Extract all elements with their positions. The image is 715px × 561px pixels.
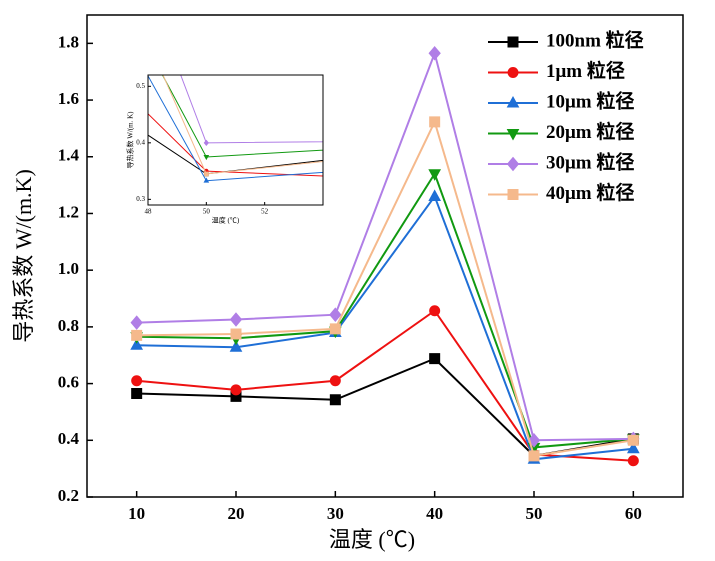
marker xyxy=(496,182,500,186)
marker xyxy=(507,36,519,48)
marker xyxy=(230,328,242,340)
marker xyxy=(528,450,540,462)
marker xyxy=(329,307,342,322)
series-line xyxy=(136,171,634,449)
inset-x-tick-label: 48 xyxy=(145,208,153,216)
y-tick-label: 1.4 xyxy=(58,146,80,165)
marker xyxy=(130,338,144,350)
marker xyxy=(507,189,519,200)
inset-x-tick-label: 52 xyxy=(261,208,269,216)
series-line xyxy=(148,113,323,177)
marker xyxy=(131,388,143,400)
y-tick-label: 0.8 xyxy=(58,316,79,335)
inset-background xyxy=(148,75,323,205)
marker xyxy=(428,46,441,61)
y-tick-label: 0.4 xyxy=(58,429,80,448)
marker xyxy=(428,169,442,181)
marker xyxy=(506,95,520,108)
marker xyxy=(496,138,500,142)
series-line xyxy=(148,75,323,182)
marker xyxy=(329,394,341,406)
y-tick-label: 0.2 xyxy=(58,486,79,505)
legend-label: 10μm 粒径 xyxy=(546,89,634,112)
series-line xyxy=(136,49,634,442)
marker xyxy=(496,139,500,143)
marker xyxy=(230,384,242,396)
x-tick-label: 30 xyxy=(327,504,344,523)
inset-y-tick-label: 0.5 xyxy=(136,82,145,90)
inset-frame xyxy=(147,74,324,206)
marker xyxy=(429,305,441,317)
inset-y-tick-label: 0.4 xyxy=(136,138,145,146)
marker xyxy=(203,177,210,183)
series-line xyxy=(136,194,634,461)
x-tick-label: 40 xyxy=(426,504,443,523)
y-axis-label: 导热系数 W/(m.K) xyxy=(11,169,36,343)
marker xyxy=(496,141,500,145)
inset-x-label: 温度 (℃) xyxy=(212,216,240,225)
inset-x-tick-label: 50 xyxy=(203,208,211,216)
inset-series xyxy=(148,75,500,186)
marker xyxy=(329,375,341,387)
legend-label: 30μm 粒径 xyxy=(546,150,634,173)
plot-frame xyxy=(86,14,684,498)
marker xyxy=(428,189,442,201)
marker xyxy=(229,312,243,327)
legend-label: 20μm 粒径 xyxy=(546,120,634,143)
legend-label: 40μm 粒径 xyxy=(546,181,634,204)
x-tick-label: 20 xyxy=(228,504,245,523)
marker xyxy=(626,441,640,454)
marker xyxy=(429,116,441,128)
marker xyxy=(203,139,209,146)
series-line xyxy=(136,119,634,458)
y-tick-label: 1.0 xyxy=(58,259,79,278)
marker xyxy=(203,155,210,161)
x-tick-label: 60 xyxy=(625,504,642,523)
x-axis-label: 温度 (℃) xyxy=(329,527,415,552)
marker xyxy=(329,323,341,335)
legend-label: 1μm 粒径 xyxy=(546,59,625,82)
marker xyxy=(627,434,639,446)
marker xyxy=(229,340,243,352)
marker xyxy=(429,353,441,365)
marker xyxy=(131,375,143,387)
series-line xyxy=(136,357,634,457)
marker xyxy=(506,129,520,141)
marker xyxy=(204,171,209,177)
series-line xyxy=(162,75,323,175)
marker xyxy=(130,315,143,330)
marker xyxy=(496,138,500,143)
marker xyxy=(627,455,639,467)
inset-y-label: 导热系数 W/(m. K) xyxy=(126,111,135,169)
marker xyxy=(507,67,519,78)
marker xyxy=(496,158,500,162)
legend-label: 100nm 粒径 xyxy=(546,28,644,51)
y-tick-label: 1.6 xyxy=(58,89,79,108)
x-tick-label: 10 xyxy=(128,504,145,523)
marker xyxy=(506,156,520,172)
series-line xyxy=(161,75,323,158)
x-tick-label: 50 xyxy=(526,504,543,523)
inset-y-tick-label: 0.3 xyxy=(136,195,145,203)
y-tick-label: 0.6 xyxy=(58,372,79,391)
marker xyxy=(131,329,143,341)
series-line xyxy=(136,309,634,462)
series-line xyxy=(180,75,323,144)
y-tick-label: 1.2 xyxy=(58,202,79,221)
y-tick-label: 1.8 xyxy=(58,32,79,51)
